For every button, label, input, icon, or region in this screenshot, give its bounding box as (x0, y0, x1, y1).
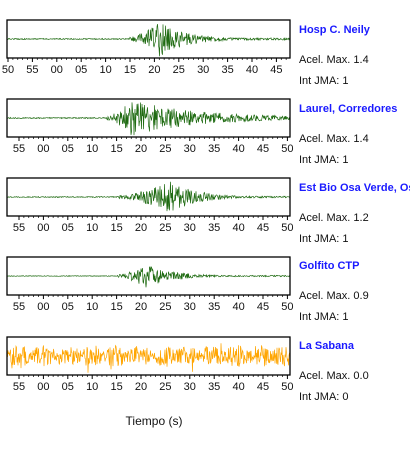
x-tick-label: 50 (281, 381, 293, 393)
station-name: La Sabana (299, 340, 410, 352)
x-tick-label: 20 (148, 64, 160, 76)
x-tick-label: 05 (62, 381, 74, 393)
x-tick-label: 40 (246, 64, 258, 76)
x-tick-label: 15 (124, 64, 136, 76)
x-tick-label: 35 (208, 222, 220, 234)
x-tick-label: 35 (208, 143, 220, 155)
x-tick-label: 50 (281, 222, 293, 234)
x-tick-label: 05 (62, 143, 74, 155)
station-name: Hosp C. Neily (299, 24, 410, 36)
x-tick-label: 40 (232, 381, 244, 393)
x-tick-label: 30 (184, 222, 196, 234)
x-tick-label: 45 (257, 301, 269, 313)
x-axis-label: Tiempo (s) (0, 414, 302, 428)
x-tick-label: 25 (173, 64, 185, 76)
max-acceleration: Acel. Max. 0.0 (299, 370, 410, 382)
jma-intensity: Int JMA: 1 (299, 154, 410, 166)
x-tick-label: 25 (159, 222, 171, 234)
x-tick-label: 15 (110, 301, 122, 313)
waveform-trace (7, 102, 290, 135)
x-tick-label: 00 (37, 222, 49, 234)
x-tick-label: 00 (37, 301, 49, 313)
jma-intensity: Int JMA: 1 (299, 311, 410, 323)
x-tick-label: 05 (75, 64, 87, 76)
jma-intensity: Int JMA: 0 (299, 391, 410, 403)
x-tick-label: 40 (232, 222, 244, 234)
x-tick-label: 00 (37, 381, 49, 393)
x-tick-label: 30 (184, 143, 196, 155)
x-tick-label: 15 (110, 222, 122, 234)
jma-intensity: Int JMA: 1 (299, 233, 410, 245)
station-info-2: Est Bio Osa Verde, Osa Acel. Max. 1.2 In… (299, 182, 410, 245)
x-tick-label: 05 (62, 301, 74, 313)
x-tick-label: 55 (13, 301, 25, 313)
station-info-3: Golfito CTP Acel. Max. 0.9 Int JMA: 1 (299, 260, 410, 323)
x-tick-label: 25 (159, 381, 171, 393)
x-tick-label: 50 (281, 143, 293, 155)
x-tick-label: 00 (37, 143, 49, 155)
x-tick-label: 55 (13, 222, 25, 234)
jma-intensity: Int JMA: 1 (299, 75, 410, 87)
x-tick-label: 25 (159, 143, 171, 155)
station-info-4: La Sabana Acel. Max. 0.0 Int JMA: 0 (299, 340, 410, 403)
x-tick-label: 05 (62, 222, 74, 234)
x-tick-label: 10 (99, 64, 111, 76)
max-acceleration: Acel. Max. 1.4 (299, 54, 410, 66)
x-tick-label: 15 (110, 143, 122, 155)
station-info-0: Hosp C. Neily Acel. Max. 1.4 Int JMA: 1 (299, 24, 410, 87)
x-tick-label: 50 (281, 301, 293, 313)
x-tick-label: 20 (135, 301, 147, 313)
max-acceleration: Acel. Max. 1.2 (299, 212, 410, 224)
x-tick-label: 35 (221, 64, 233, 76)
station-name: Golfito CTP (299, 260, 410, 272)
x-tick-label: 00 (51, 64, 63, 76)
x-tick-label: 50 (2, 64, 14, 76)
x-tick-label: 30 (197, 64, 209, 76)
station-name: Laurel, Corredores (299, 103, 410, 115)
x-tick-label: 15 (110, 381, 122, 393)
x-tick-label: 45 (257, 143, 269, 155)
x-tick-label: 10 (86, 381, 98, 393)
x-tick-label: 35 (208, 301, 220, 313)
waveform-trace (7, 267, 290, 288)
x-tick-label: 55 (13, 381, 25, 393)
x-tick-label: 30 (184, 381, 196, 393)
x-tick-label: 25 (159, 301, 171, 313)
waveform-trace (7, 182, 290, 211)
station-info-1: Laurel, Corredores Acel. Max. 1.4 Int JM… (299, 103, 410, 166)
x-tick-label: 45 (257, 381, 269, 393)
waveform-trace (7, 24, 290, 56)
x-tick-label: 10 (86, 301, 98, 313)
x-tick-label: 40 (232, 301, 244, 313)
x-tick-label: 40 (232, 143, 244, 155)
x-tick-label: 20 (135, 143, 147, 155)
x-tick-label: 20 (135, 222, 147, 234)
x-tick-label: 20 (135, 381, 147, 393)
x-tick-label: 55 (13, 143, 25, 155)
x-tick-label: 45 (257, 222, 269, 234)
x-tick-label: 55 (26, 64, 38, 76)
max-acceleration: Acel. Max. 1.4 (299, 133, 410, 145)
x-tick-label: 35 (208, 381, 220, 393)
x-tick-label: 10 (86, 143, 98, 155)
max-acceleration: Acel. Max. 0.9 (299, 290, 410, 302)
x-tick-label: 10 (86, 222, 98, 234)
station-name: Est Bio Osa Verde, Osa (299, 182, 410, 194)
waveform-trace (7, 343, 290, 373)
x-tick-label: 45 (270, 64, 282, 76)
x-tick-label: 30 (184, 301, 196, 313)
